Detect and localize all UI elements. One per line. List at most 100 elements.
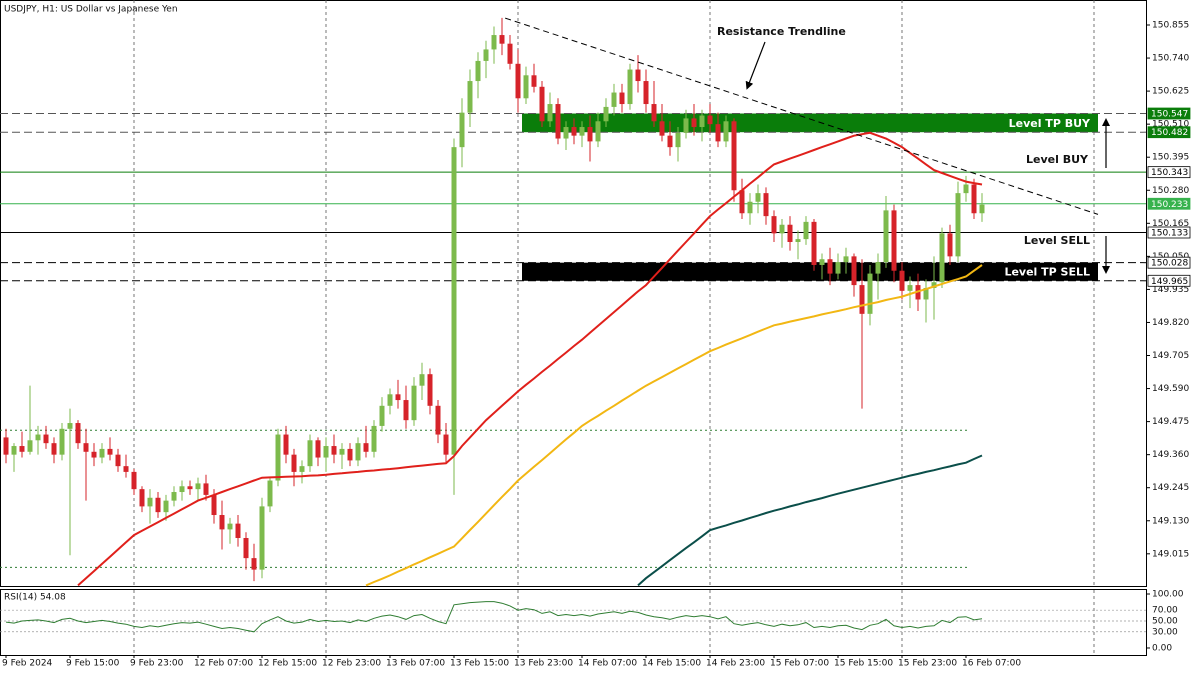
candle-body: [307, 440, 313, 467]
candle-body: [555, 104, 561, 139]
candle-body: [859, 285, 865, 314]
candle-body: [939, 233, 945, 283]
candle-body: [475, 60, 481, 82]
rsi-tick-label: 0.00: [1152, 643, 1172, 653]
candle-body: [867, 273, 873, 314]
level-badge: [1147, 166, 1191, 179]
candle-body: [907, 285, 913, 291]
level-badge: [1147, 197, 1191, 210]
y-tick-label: 149.245: [1152, 483, 1189, 493]
level-badge-label: 150.343: [1151, 168, 1188, 178]
y-tick-label: 149.935: [1152, 285, 1189, 295]
y-tick-label: 149.130: [1152, 516, 1189, 526]
x-tick-label: 12 Feb 07:00: [194, 659, 253, 669]
candle-body: [627, 69, 633, 105]
level-badge: [1147, 107, 1191, 120]
level-badge-label: 150.233: [1151, 200, 1188, 210]
candle-body: [267, 480, 273, 507]
level-badge: [1147, 274, 1191, 287]
candle-body: [251, 558, 257, 570]
y-tick-label: 149.705: [1152, 351, 1189, 361]
candle-body: [275, 434, 281, 481]
y-tick-label: 149.475: [1152, 417, 1189, 427]
candle-body: [563, 127, 569, 139]
candle-body: [67, 423, 73, 429]
candle-body: [731, 121, 737, 191]
candle-body: [971, 184, 977, 214]
candle-body: [139, 489, 145, 507]
x-tick-label: 14 Feb 07:00: [578, 659, 637, 669]
candle-body: [115, 454, 121, 467]
candle-body: [227, 523, 233, 530]
candle-body: [931, 282, 937, 288]
candle-body: [243, 538, 249, 559]
rsi-label: RSI(14) 54.08: [4, 593, 66, 603]
candle-body: [419, 374, 425, 386]
zone: [522, 262, 1098, 281]
annotation-arrow: [745, 41, 766, 90]
candle-body: [355, 443, 361, 461]
rsi-tick-label: 100.00: [1152, 589, 1184, 599]
level-badge: [1147, 256, 1191, 269]
candle-body: [843, 256, 849, 263]
candle-body: [659, 121, 665, 136]
level-badge-label: 150.028: [1151, 259, 1188, 269]
y-tick-label: 149.015: [1152, 549, 1189, 559]
candle-body: [99, 448, 105, 458]
candle-body: [91, 451, 97, 458]
chart-title: USDJPY, H1: US Dollar vs Japanese Yen: [4, 5, 178, 15]
candle-body: [763, 193, 769, 217]
candle-body: [923, 287, 929, 300]
candle-body: [795, 239, 801, 242]
candle-body: [899, 270, 905, 291]
candle-body: [371, 425, 377, 452]
x-tick-label: 9 Feb 15:00: [66, 659, 120, 669]
level-badge-label: 150.482: [1151, 128, 1188, 138]
x-tick-label: 15 Feb 23:00: [898, 659, 957, 669]
y-tick-label: 150.740: [1152, 54, 1189, 64]
x-tick-label: 9 Feb 23:00: [130, 659, 184, 669]
candle-body: [427, 374, 433, 406]
candle-body: [347, 448, 353, 461]
candle-body: [123, 466, 129, 472]
candle-body: [515, 63, 521, 99]
candle-body: [883, 210, 889, 263]
candle-body: [51, 443, 57, 455]
zone-label: Level TP SELL: [1004, 266, 1090, 279]
level-badge-label: 149.965: [1151, 277, 1188, 287]
y-tick-label: 150.165: [1152, 219, 1189, 229]
annotation: Level BUY: [1026, 153, 1089, 166]
level-badge-label: 150.133: [1151, 229, 1188, 239]
candle-body: [827, 259, 833, 274]
level-badge: [1147, 226, 1191, 239]
candle-body: [323, 446, 329, 458]
candle-body: [435, 405, 441, 435]
candle-body: [291, 454, 297, 472]
y-tick-label: 149.360: [1152, 450, 1189, 460]
candle-body: [27, 440, 33, 452]
candle-body: [603, 106, 609, 122]
candle-body: [835, 262, 841, 274]
zone-label: Level TP BUY: [1009, 117, 1091, 130]
x-tick-label: 13 Feb 23:00: [514, 659, 573, 669]
candle-body: [259, 506, 265, 570]
candle-body: [619, 92, 625, 105]
candle-body: [579, 127, 585, 136]
zone: [522, 113, 1098, 133]
candle-body: [387, 394, 393, 406]
ma-line: [637, 454, 983, 587]
candle-body: [395, 394, 401, 401]
candle-body: [107, 448, 113, 455]
candle-body: [667, 135, 673, 148]
candle-body: [19, 446, 25, 452]
candle-body: [379, 405, 385, 426]
candle-body: [739, 190, 745, 214]
x-tick-label: 9 Feb 2024: [2, 659, 53, 669]
y-tick-label: 149.590: [1152, 384, 1189, 394]
x-tick-label: 12 Feb 15:00: [258, 659, 317, 669]
rsi-panel: [0, 589, 1147, 656]
candle-body: [3, 437, 9, 455]
y-tick-label: 150.280: [1152, 186, 1189, 196]
candle-body: [851, 256, 857, 286]
candle-body: [715, 124, 721, 142]
